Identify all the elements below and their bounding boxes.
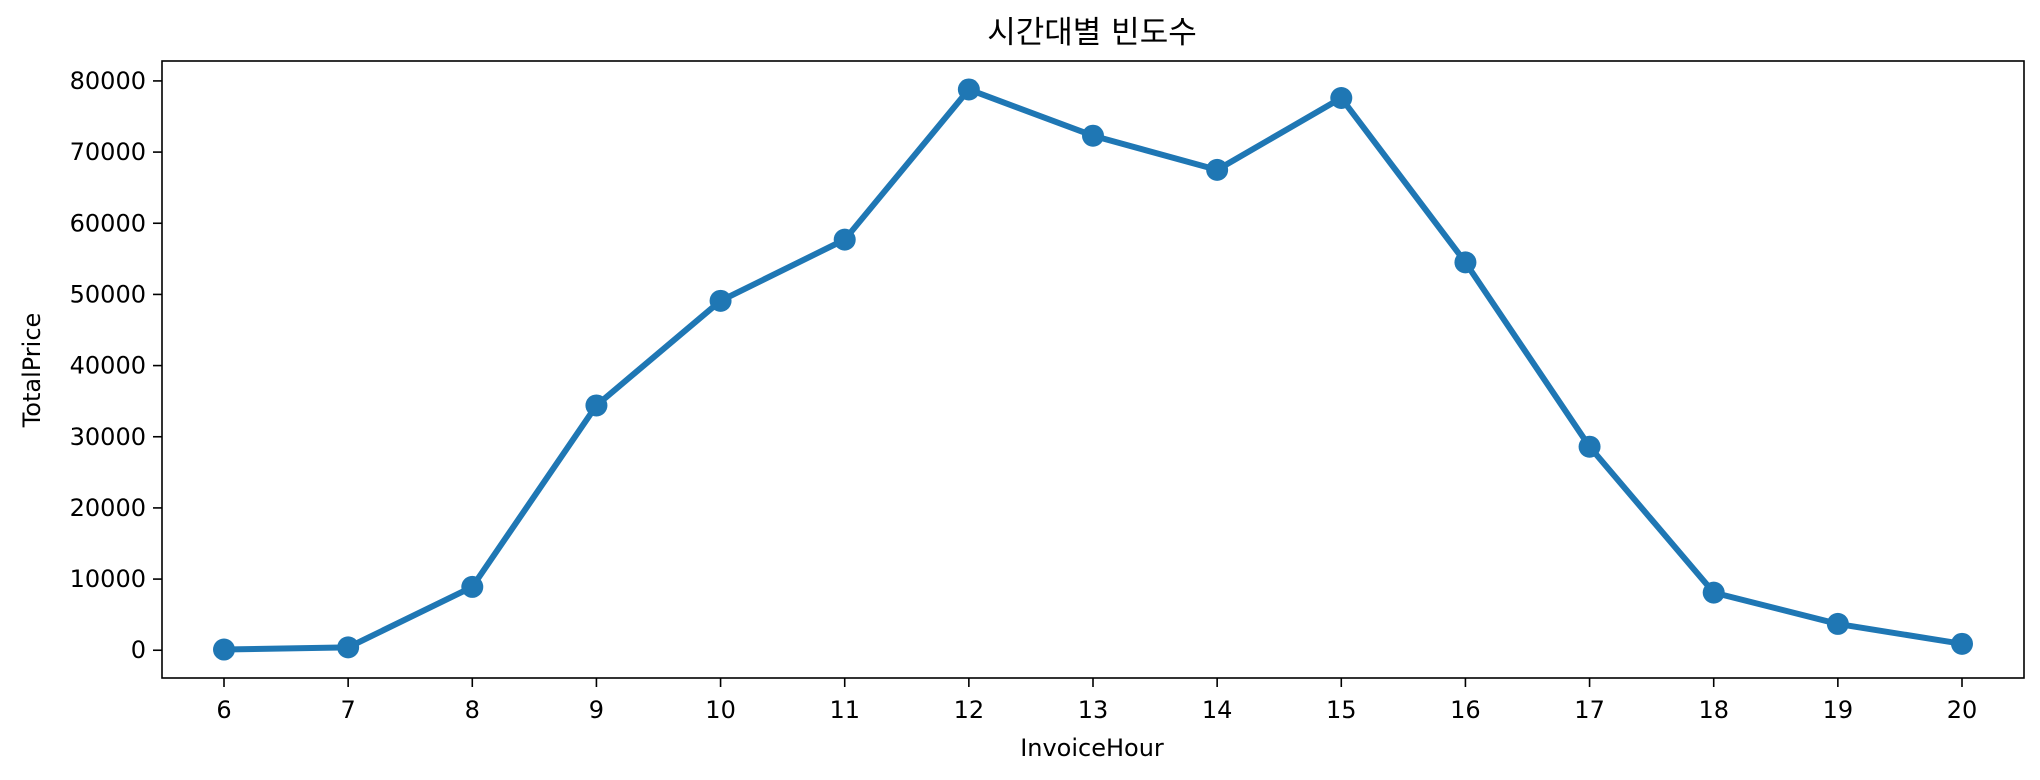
x-tick-label: 7 xyxy=(341,696,356,724)
y-tick-label: 10000 xyxy=(70,565,146,593)
x-tick-label: 20 xyxy=(1947,696,1978,724)
data-point xyxy=(957,78,980,101)
x-tick-label: 10 xyxy=(705,696,736,724)
y-tick-label: 50000 xyxy=(70,280,146,308)
data-point xyxy=(1082,124,1104,147)
x-tick-label: 9 xyxy=(589,696,604,724)
y-tick-label: 20000 xyxy=(70,494,146,522)
x-axis-label: InvoiceHour xyxy=(1020,734,1164,762)
y-tick-label: 60000 xyxy=(70,209,146,237)
data-point xyxy=(1330,87,1353,110)
data-point xyxy=(337,636,360,659)
x-tick-label: 12 xyxy=(954,696,985,724)
data-point xyxy=(213,638,235,661)
plot-area: 0 10000 20000 30000 40000 50000 60000 70000 8000… xyxy=(70,67,1978,724)
data-point xyxy=(1454,251,1477,274)
y-tick-label: 30000 xyxy=(70,423,146,451)
x-tick-label: 13 xyxy=(1078,696,1109,724)
y-tick-label: 40000 xyxy=(70,352,146,380)
x-tick-label: 19 xyxy=(1823,696,1854,724)
x-tick-label: 8 xyxy=(465,696,480,724)
x-tick-label: 11 xyxy=(829,696,860,724)
data-point xyxy=(1951,632,1973,655)
x-tick-label: 6 xyxy=(216,696,231,724)
x-tick-label: 17 xyxy=(1574,696,1605,724)
data-point xyxy=(709,289,732,312)
data-point xyxy=(1206,158,1229,181)
data-point xyxy=(1702,581,1725,604)
y-tick-label: 80000 xyxy=(70,67,146,95)
data-point xyxy=(461,575,484,598)
data-point xyxy=(1578,435,1601,458)
data-point xyxy=(1826,612,1849,635)
x-tick-label: 16 xyxy=(1450,696,1481,724)
y-tick-label: 70000 xyxy=(70,138,146,166)
data-point xyxy=(585,394,608,417)
x-tick-label: 14 xyxy=(1202,696,1233,724)
chart-title: 시간대별 빈도수 xyxy=(987,15,1197,51)
y-tick-label: 0 xyxy=(131,636,146,664)
x-tick-label: 18 xyxy=(1698,696,1729,724)
data-point xyxy=(833,228,856,251)
plot-frame xyxy=(161,60,2025,679)
x-tick-label: 15 xyxy=(1326,696,1357,724)
y-axis-label: TotalPrice xyxy=(18,313,46,429)
